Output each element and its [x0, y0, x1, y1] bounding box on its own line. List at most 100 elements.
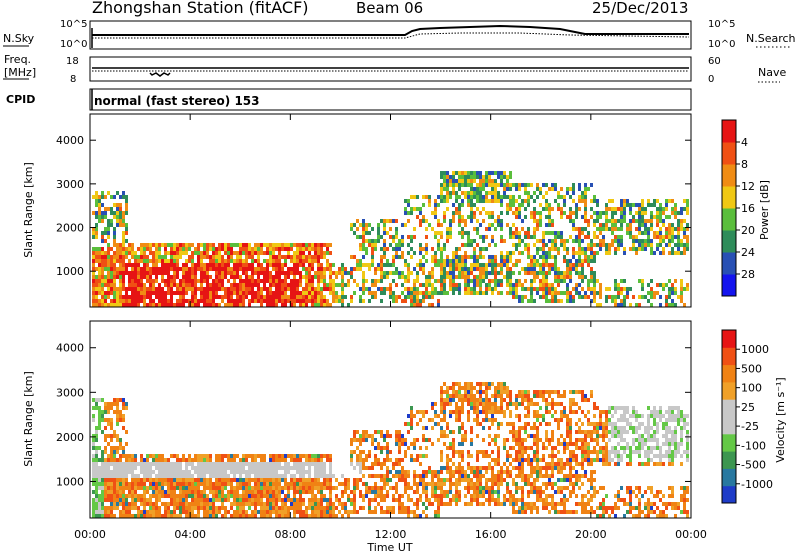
heatmap-cell [269, 255, 272, 259]
heatmap-cell [266, 462, 269, 466]
heatmap-cell [617, 207, 620, 211]
heatmap-cell [197, 303, 200, 307]
heatmap-cell [422, 502, 425, 506]
heatmap-cell [113, 514, 116, 518]
heatmap-cell [479, 255, 482, 259]
heatmap-cell [98, 510, 101, 514]
heatmap-cell [113, 203, 116, 207]
heatmap-cell [245, 494, 248, 498]
heatmap-cell [119, 291, 122, 295]
heatmap-cell [479, 235, 482, 239]
heatmap-cell [440, 490, 443, 494]
heatmap-cell [629, 207, 632, 211]
heatmap-cell [662, 247, 665, 251]
heatmap-cell [212, 466, 215, 470]
heatmap-cell [173, 478, 176, 482]
heatmap-cell [101, 490, 104, 494]
heatmap-cell [437, 474, 440, 478]
heatmap-cell [494, 410, 497, 414]
heatmap-cell [395, 243, 398, 247]
heatmap-cell [380, 498, 383, 502]
heatmap-cell [485, 275, 488, 279]
heatmap-cell [311, 279, 314, 283]
heatmap-cell [626, 199, 629, 203]
heatmap-cell [326, 303, 329, 307]
heatmap-cell [605, 219, 608, 223]
heatmap-cell [146, 466, 149, 470]
power-heatmap [92, 171, 689, 307]
heatmap-cell [452, 279, 455, 283]
heatmap-cell [266, 291, 269, 295]
heatmap-cell [92, 398, 95, 402]
heatmap-cell [368, 502, 371, 506]
heatmap-cell [362, 482, 365, 486]
heatmap-cell [356, 267, 359, 271]
heatmap-cell [509, 275, 512, 279]
heatmap-cell [476, 171, 479, 175]
heatmap-cell [170, 291, 173, 295]
heatmap-cell [572, 219, 575, 223]
heatmap-cell [200, 263, 203, 267]
heatmap-cell [491, 291, 494, 295]
heatmap-cell [197, 482, 200, 486]
heatmap-cell [224, 295, 227, 299]
heatmap-cell [470, 470, 473, 474]
heatmap-cell [518, 183, 521, 187]
heatmap-cell [197, 247, 200, 251]
heatmap-cell [167, 271, 170, 275]
heatmap-cell [302, 259, 305, 263]
heatmap-cell [404, 259, 407, 263]
heatmap-cell [209, 291, 212, 295]
heatmap-cell [395, 299, 398, 303]
heatmap-cell [197, 502, 200, 506]
heatmap-cell [329, 287, 332, 291]
heatmap-cell [542, 291, 545, 295]
heatmap-cell [158, 243, 161, 247]
heatmap-cell [335, 283, 338, 287]
heatmap-cell [407, 430, 410, 434]
heatmap-cell [296, 259, 299, 263]
heatmap-cell [377, 287, 380, 291]
heatmap-cell [380, 490, 383, 494]
heatmap-cell [260, 486, 263, 490]
heatmap-cell [104, 231, 107, 235]
heatmap-cell [164, 506, 167, 510]
heatmap-cell [260, 498, 263, 502]
heatmap-cell [377, 227, 380, 231]
heatmap-cell [581, 251, 584, 255]
heatmap-cell [194, 478, 197, 482]
heatmap-cell [164, 271, 167, 275]
heatmap-cell [473, 490, 476, 494]
heatmap-cell [155, 243, 158, 247]
heatmap-cell [446, 195, 449, 199]
heatmap-cell [623, 247, 626, 251]
heatmap-cell [671, 283, 674, 287]
heatmap-cell [431, 490, 434, 494]
colorbar-tick-label: 8 [741, 158, 748, 171]
heatmap-cell [110, 446, 113, 450]
heatmap-cell [251, 279, 254, 283]
heatmap-cell [404, 454, 407, 458]
heatmap-cell [665, 199, 668, 203]
heatmap-cell [623, 203, 626, 207]
heatmap-cell [263, 502, 266, 506]
heatmap-cell [638, 203, 641, 207]
heatmap-cell [461, 175, 464, 179]
heatmap-cell [515, 394, 518, 398]
heatmap-cell [143, 243, 146, 247]
heatmap-cell [509, 414, 512, 418]
heatmap-cell [293, 490, 296, 494]
heatmap-cell [386, 219, 389, 223]
heatmap-cell [458, 406, 461, 410]
heatmap-cell [455, 498, 458, 502]
heatmap-cell [218, 458, 221, 462]
noise-tick-top-right: 10^5 [708, 19, 735, 30]
heatmap-cell [518, 251, 521, 255]
heatmap-cell [482, 235, 485, 239]
heatmap-cell [461, 203, 464, 207]
heatmap-cell [170, 279, 173, 283]
heatmap-cell [659, 227, 662, 231]
heatmap-cell [263, 299, 266, 303]
heatmap-cell [143, 283, 146, 287]
heatmap-cell [401, 271, 404, 275]
